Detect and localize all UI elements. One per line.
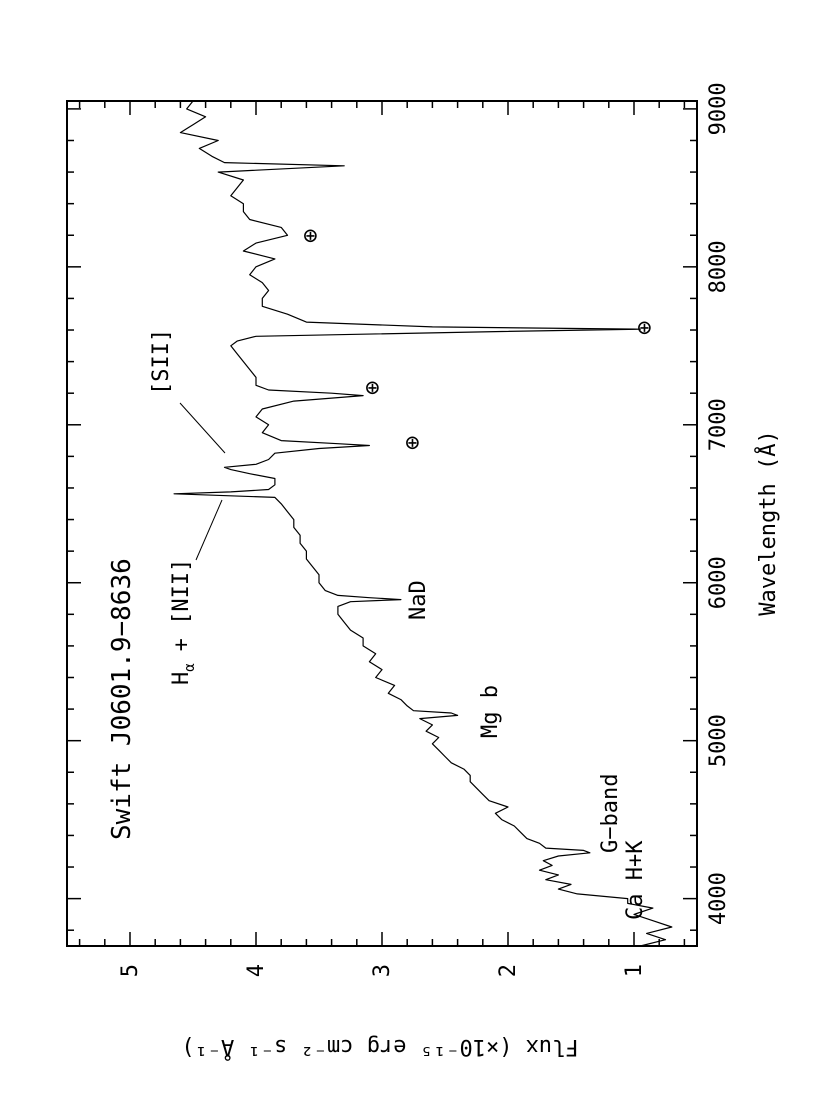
svg-text:Hα+ [NII]: Hα + [NII]: [169, 559, 198, 685]
x-tick-label: 9000: [706, 82, 731, 135]
halpha-sub: α: [182, 663, 198, 672]
leader-line-sii: [179, 402, 226, 454]
x-tick-label: 7000: [706, 398, 731, 451]
x-tick-label: 8000: [706, 240, 731, 293]
y-tick-label: 4: [244, 964, 269, 977]
x-tick-label: 4000: [706, 872, 731, 925]
y-tick-label: 1: [622, 964, 647, 977]
annotation-halpha: Hα + [NII]: [169, 559, 198, 685]
spectrum-line: [173, 100, 673, 947]
x-axis-label: Wavelength (Å): [754, 430, 781, 615]
y-axis-label: Flux (×10⁻¹⁵ erg cm⁻² s⁻¹ Å⁻¹): [181, 1034, 578, 1061]
annotation-g-band: G−band: [598, 774, 623, 853]
y-tick-label: 5: [118, 964, 143, 977]
telluric-icon-1: ⊕: [398, 436, 426, 450]
annotation-nad: NaD: [406, 580, 431, 620]
x-tick-label: 6000: [706, 556, 731, 609]
telluric-icon-2: ⊕: [358, 381, 386, 395]
telluric-icon-3: ⊕: [630, 321, 658, 335]
leader-line-nii: [195, 499, 223, 561]
y-tick-label: 2: [496, 964, 521, 977]
axis-ticks: 4000 5000 6000 7000 8000 9000 1 2 3 4 5: [67, 82, 731, 977]
x-tick-label: 5000: [706, 714, 731, 767]
telluric-icon-4: ⊕: [296, 229, 324, 243]
annotation-mg-b: Mg b: [478, 685, 503, 738]
y-tick-label: 3: [370, 964, 395, 977]
halpha-rest: + [NII]: [169, 559, 194, 652]
chart-title: Swift J0601.9−8636: [107, 558, 137, 840]
annotation-ca-hk: Ca H+K: [623, 840, 648, 920]
halpha-h: H: [169, 672, 194, 685]
annotation-sii: [SII]: [149, 329, 174, 395]
